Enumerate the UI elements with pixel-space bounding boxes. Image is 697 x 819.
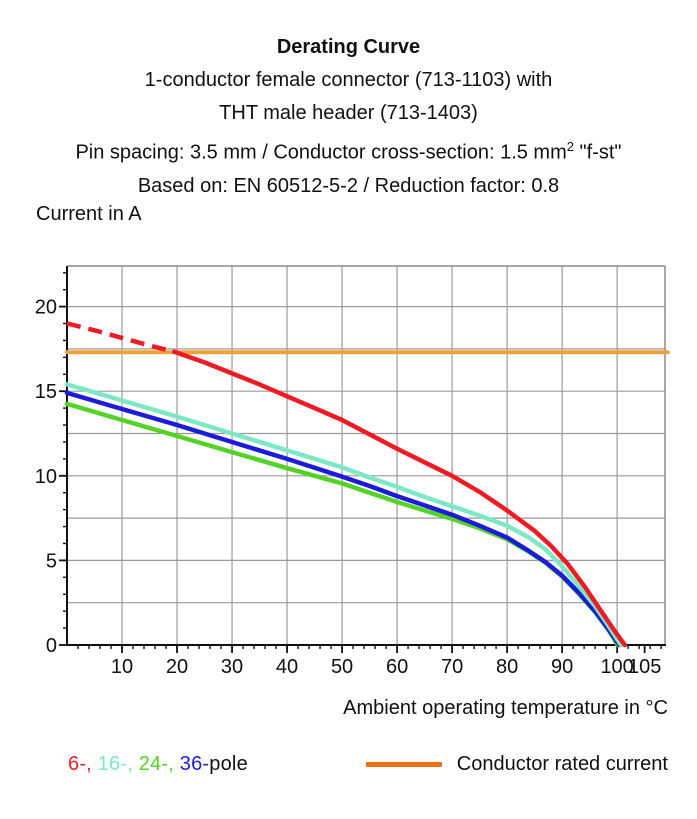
chart-legend: 6-, 16-, 24-, 36-pole Conductor rated cu… [0, 753, 697, 776]
x-axis-title: Ambient operating temperature in °C [343, 697, 668, 719]
x-tick-label: 20 [166, 656, 188, 678]
y-tick-label: 20 [35, 297, 57, 319]
curve-16-pole [64, 382, 624, 648]
rated-current-legend: Conductor rated current [365, 753, 668, 776]
x-tick-label: 100 [600, 656, 633, 678]
curve-6-pole-dashed [66, 321, 175, 354]
x-tick-label: 40 [276, 656, 298, 678]
pole-legend: 6-, 16-, 24-, 36-pole [68, 753, 248, 776]
curve-36-pole [64, 390, 622, 648]
pole-legend-segment: 6-, [68, 753, 98, 775]
y-tick-label: 5 [46, 550, 57, 572]
x-tick-label: 10 [111, 656, 133, 678]
x-tick-label: 90 [551, 656, 573, 678]
x-tick-label: 60 [386, 656, 408, 678]
rated-current-line-swatch [365, 762, 442, 767]
pole-legend-segment: 36- [179, 753, 210, 775]
x-tick-label: 70 [441, 656, 463, 678]
y-tick-label: 15 [35, 381, 57, 403]
rated-current-label: Conductor rated current [456, 753, 668, 775]
curve-6-pole [172, 349, 628, 648]
y-tick-label: 0 [46, 635, 57, 657]
superscript-2: 2 [566, 139, 574, 154]
chart-subtitle-line-4: Based on: EN 60512-5-2 / Reduction facto… [137, 174, 560, 197]
chart-title-block: Derating Curve 1-conductor female connec… [0, 31, 697, 203]
x-tick-label: 105 [628, 656, 661, 678]
x-tick-label: 30 [221, 656, 243, 678]
y-tick-label: 10 [35, 466, 57, 488]
x-tick-label: 50 [331, 656, 353, 678]
chart-subtitle-line-1: 1-conductor female connector (713-1103) … [144, 69, 553, 91]
pole-legend-segment: 16-, [97, 753, 139, 775]
chart-subtitle-line-3: Pin spacing: 3.5 mm / Conductor cross-se… [75, 139, 622, 164]
pole-legend-segment: pole [209, 753, 248, 775]
chart-title: Derating Curve [276, 36, 421, 58]
chart-subtitle-line-2: THT male header (713-1403) [219, 102, 478, 124]
pole-legend-segment: 24-, [138, 753, 180, 775]
y-axis-title: Current in A [36, 203, 142, 225]
x-tick-label: 80 [496, 656, 518, 678]
